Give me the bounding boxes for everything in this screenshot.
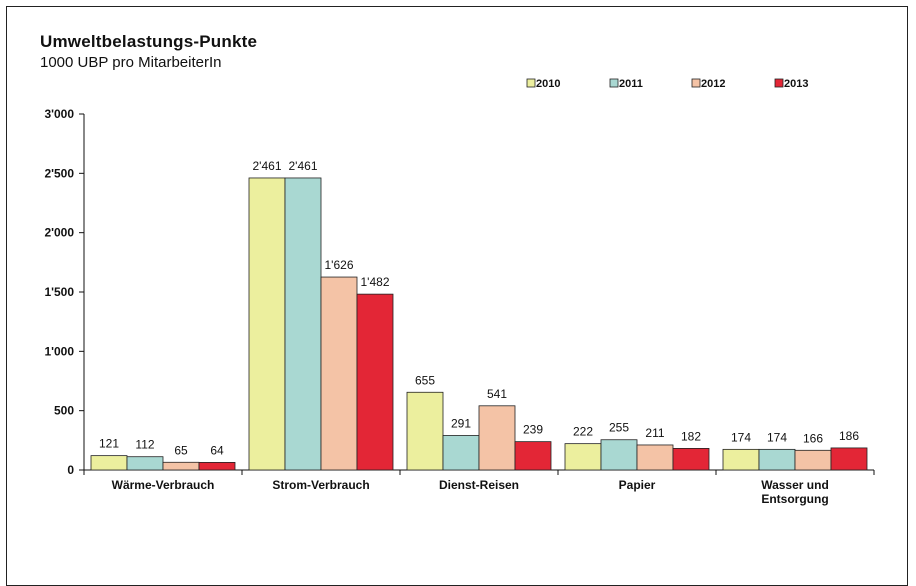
y-tick-label: 500 <box>54 404 74 418</box>
bar-2013 <box>198 462 236 471</box>
data-label: 174 <box>767 430 787 444</box>
bar-2010 <box>90 455 128 471</box>
bar-2012 <box>794 449 832 471</box>
chart-frame <box>6 6 908 586</box>
bar-2012 <box>478 405 516 471</box>
bar-2011 <box>126 456 164 471</box>
x-category-label: Dienst-Reisen <box>439 478 519 492</box>
y-tick-label: 1'000 <box>44 344 74 358</box>
y-tick-label: 2'000 <box>44 226 74 240</box>
data-label: 1'626 <box>325 258 354 272</box>
data-label: 2'461 <box>253 159 282 173</box>
legend-label: 2013 <box>784 78 808 90</box>
chart-subtitle: 1000 UBP pro MitarbeiterIn <box>40 54 222 71</box>
bar-2012 <box>636 444 674 471</box>
data-label: 239 <box>523 423 543 437</box>
bar-2010 <box>564 443 602 471</box>
bar-2013 <box>356 293 394 471</box>
data-label: 121 <box>99 437 119 451</box>
y-tick-label: 2'500 <box>44 166 74 180</box>
legend-swatch <box>609 78 619 88</box>
data-label: 541 <box>487 387 507 401</box>
data-label: 166 <box>803 431 823 445</box>
bar-2013 <box>830 447 868 471</box>
bar-2013 <box>672 448 710 471</box>
legend-label: 2012 <box>701 78 725 90</box>
data-label: 211 <box>645 426 664 440</box>
data-label: 174 <box>731 430 751 444</box>
x-category-label: Wärme-Verbrauch <box>112 478 215 492</box>
x-category-label: Strom-Verbrauch <box>272 478 369 492</box>
bar-2011 <box>600 439 638 471</box>
bar-2011 <box>442 435 480 471</box>
data-label: 255 <box>609 421 629 435</box>
legend-label: 2010 <box>536 78 560 90</box>
data-label: 291 <box>451 416 471 430</box>
x-category-label: Papier <box>619 478 656 492</box>
bar-2012 <box>320 276 358 471</box>
bar-2010 <box>722 448 760 471</box>
data-label: 186 <box>839 429 859 443</box>
data-label: 2'461 <box>289 159 318 173</box>
bar-2010 <box>406 391 444 471</box>
chart-title: Umweltbelastungs-Punkte <box>40 32 258 51</box>
y-tick-label: 3'000 <box>44 107 74 121</box>
legend-swatch <box>691 78 701 88</box>
data-label: 182 <box>681 429 701 443</box>
x-category-label: Entsorgung <box>761 492 828 506</box>
data-label: 655 <box>415 373 435 387</box>
y-tick-label: 0 <box>67 463 74 477</box>
bar-2011 <box>284 177 322 471</box>
bar-2012 <box>162 461 200 471</box>
y-tick-label: 1'500 <box>44 285 74 299</box>
legend-swatch <box>774 78 784 88</box>
data-label: 65 <box>174 443 188 457</box>
bar-2011 <box>758 448 796 471</box>
data-label: 1'482 <box>361 275 390 289</box>
bar-chart: 0 500 1'000 1'500 2'000 2'500 3'000 Wärme-Verbr… <box>44 78 875 506</box>
x-category-label: Wasser und <box>761 478 829 492</box>
data-label: 112 <box>135 438 154 452</box>
bar-2010 <box>248 177 286 471</box>
bar-2013 <box>514 441 552 471</box>
legend-label: 2011 <box>619 78 643 90</box>
data-label: 64 <box>210 443 224 457</box>
legend-swatch <box>526 78 536 88</box>
data-label: 222 <box>573 425 593 439</box>
